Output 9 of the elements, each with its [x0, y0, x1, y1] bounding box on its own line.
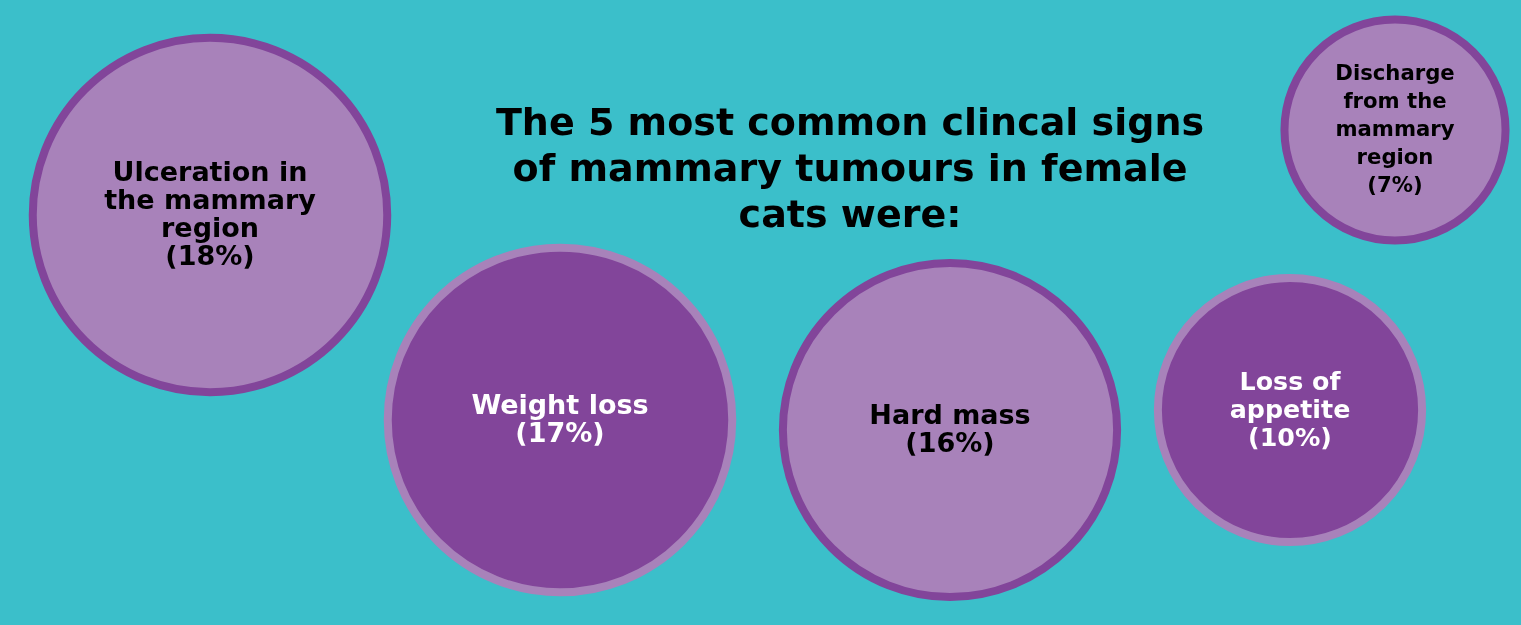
category-label: Discharge from the mammary region	[1335, 60, 1455, 169]
category-label: Hard mass	[869, 399, 1031, 430]
data-label: (7%)	[1367, 172, 1423, 197]
category-label: Ulceration in the mammary region	[104, 156, 317, 243]
data-label: (10%)	[1248, 422, 1332, 452]
category-label: Loss of appetite	[1229, 366, 1351, 424]
data-label: (16%)	[905, 427, 995, 458]
text: The 5 most common clincal signs of mammary tumours in female cats were:	[495, 100, 1205, 236]
category-label: Weight loss	[471, 389, 649, 420]
